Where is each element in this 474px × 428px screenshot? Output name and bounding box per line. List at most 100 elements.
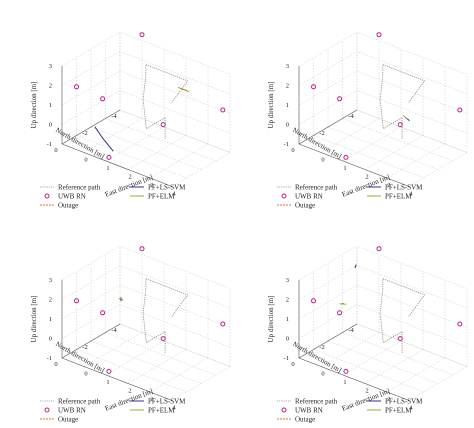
- reference-path: [379, 278, 426, 353]
- grid-line: [61, 304, 231, 348]
- z-tick-label: 0: [286, 336, 289, 343]
- x-tick-label: 2: [128, 174, 131, 181]
- x-tick-label: 0: [84, 371, 87, 378]
- z-tick-label: 1: [49, 102, 52, 109]
- x-tick-label: 3: [150, 396, 153, 403]
- y-tick-label: 0: [54, 361, 57, 368]
- y-tick-label: -2: [319, 344, 324, 351]
- series-pf-ls-svm: [354, 264, 357, 269]
- grid-line: [61, 265, 231, 309]
- legend-label-lssvm: PF+LS-SVM: [148, 184, 186, 192]
- x-tick-label: 3: [387, 182, 390, 189]
- series-pf-ls-svm: [94, 126, 114, 152]
- grid-line: [298, 265, 468, 309]
- x-axis-line: [61, 357, 173, 401]
- grid-line: [364, 349, 424, 384]
- y-tick-label: -4: [348, 327, 354, 334]
- grid-line: [298, 284, 468, 328]
- y-axis-line: [298, 109, 358, 145]
- z-tick-label: 2: [49, 83, 52, 90]
- x-axis-line: [61, 143, 173, 187]
- x-tick-label: 3: [150, 182, 153, 189]
- grid-line: [83, 118, 143, 153]
- grid-line: [105, 118, 216, 162]
- uwb-rn-marker: [397, 336, 403, 342]
- outage-segment: [182, 88, 187, 92]
- legend-label-outage: Outage: [295, 416, 315, 424]
- uwb-rn-marker: [106, 154, 112, 160]
- uwb-rn-marker: [457, 107, 463, 113]
- x-tick-label: 0: [84, 157, 87, 164]
- grid-line: [76, 349, 187, 393]
- grid-line: [61, 90, 231, 134]
- uwb-rn-marker: [220, 321, 226, 327]
- legend-label-reference: Reference path: [295, 184, 338, 192]
- grid-line: [342, 340, 402, 376]
- grid-line: [61, 51, 231, 95]
- y-tick-label: -2: [82, 130, 87, 137]
- y-tick-label: 0: [291, 147, 294, 154]
- z-tick-label: 1: [286, 102, 289, 109]
- x-axis-line: [298, 357, 410, 401]
- z-tick-label: 3: [49, 277, 52, 284]
- legend-label-lssvm: PF+LS-SVM: [385, 398, 423, 406]
- grid-line: [320, 332, 380, 367]
- grid-line: [105, 340, 165, 376]
- uwb-rn-marker: [343, 368, 349, 374]
- grid-line: [327, 340, 439, 384]
- grid-line: [90, 126, 202, 170]
- grid-line: [61, 284, 231, 328]
- grid-line: [76, 135, 187, 179]
- z-tick-label: 0: [49, 336, 52, 343]
- uwb-rn-marker: [376, 246, 382, 252]
- grid-line: [313, 349, 424, 393]
- legend-label-elm: PF+ELM: [148, 407, 175, 415]
- uwb-rn-marker: [343, 154, 349, 160]
- grid-line: [298, 90, 468, 134]
- z-tick-label: 3: [286, 277, 289, 284]
- uwb-rn-marker: [160, 122, 166, 128]
- uwb-rn-marker: [100, 96, 106, 102]
- z-tick-label: 2: [286, 83, 289, 90]
- z-tick-label: 1: [286, 316, 289, 323]
- uwb-rn-marker: [376, 32, 382, 38]
- grid-line: [298, 304, 468, 348]
- grid-line: [342, 118, 453, 162]
- legend-label-uwb: UWB RN: [58, 193, 86, 201]
- y-axis-line: [298, 323, 358, 359]
- legend-label-elm: PF+ELM: [385, 193, 412, 201]
- legend-label-reference: Reference path: [58, 398, 101, 406]
- grid-line: [61, 245, 231, 289]
- grid-line: [105, 126, 165, 162]
- uwb-rn-marker: [106, 368, 112, 374]
- legend-label-reference: Reference path: [58, 184, 101, 192]
- legend-label-reference: Reference path: [295, 398, 338, 406]
- uwb-rn-marker: [457, 321, 463, 327]
- x-tick-label: 0: [321, 157, 324, 164]
- x-tick-label: 4: [172, 191, 176, 198]
- y-tick-label: -4: [111, 113, 117, 120]
- z-tick-label: 2: [286, 297, 289, 304]
- legend-label-lssvm: PF+LS-SVM: [148, 398, 186, 406]
- legend-label-uwb: UWB RN: [58, 407, 86, 415]
- grid-line: [127, 349, 187, 384]
- z-tick-label: -1: [47, 355, 52, 362]
- y-tick-label: -2: [82, 344, 87, 351]
- x-tick-label: 2: [365, 388, 368, 395]
- legend-label-uwb: UWB RN: [295, 407, 323, 415]
- y-axis-line: [61, 323, 121, 359]
- y-tick-label: -4: [111, 327, 117, 334]
- legend-label-outage: Outage: [58, 202, 78, 210]
- z-axis-label: Up direction [m]: [30, 81, 38, 128]
- x-tick-label: 1: [106, 379, 109, 386]
- uwb-rn-marker: [220, 107, 226, 113]
- z-tick-label: 3: [49, 63, 52, 70]
- z-tick-label: -1: [47, 141, 52, 148]
- legend-swatch-uwb: [44, 407, 50, 413]
